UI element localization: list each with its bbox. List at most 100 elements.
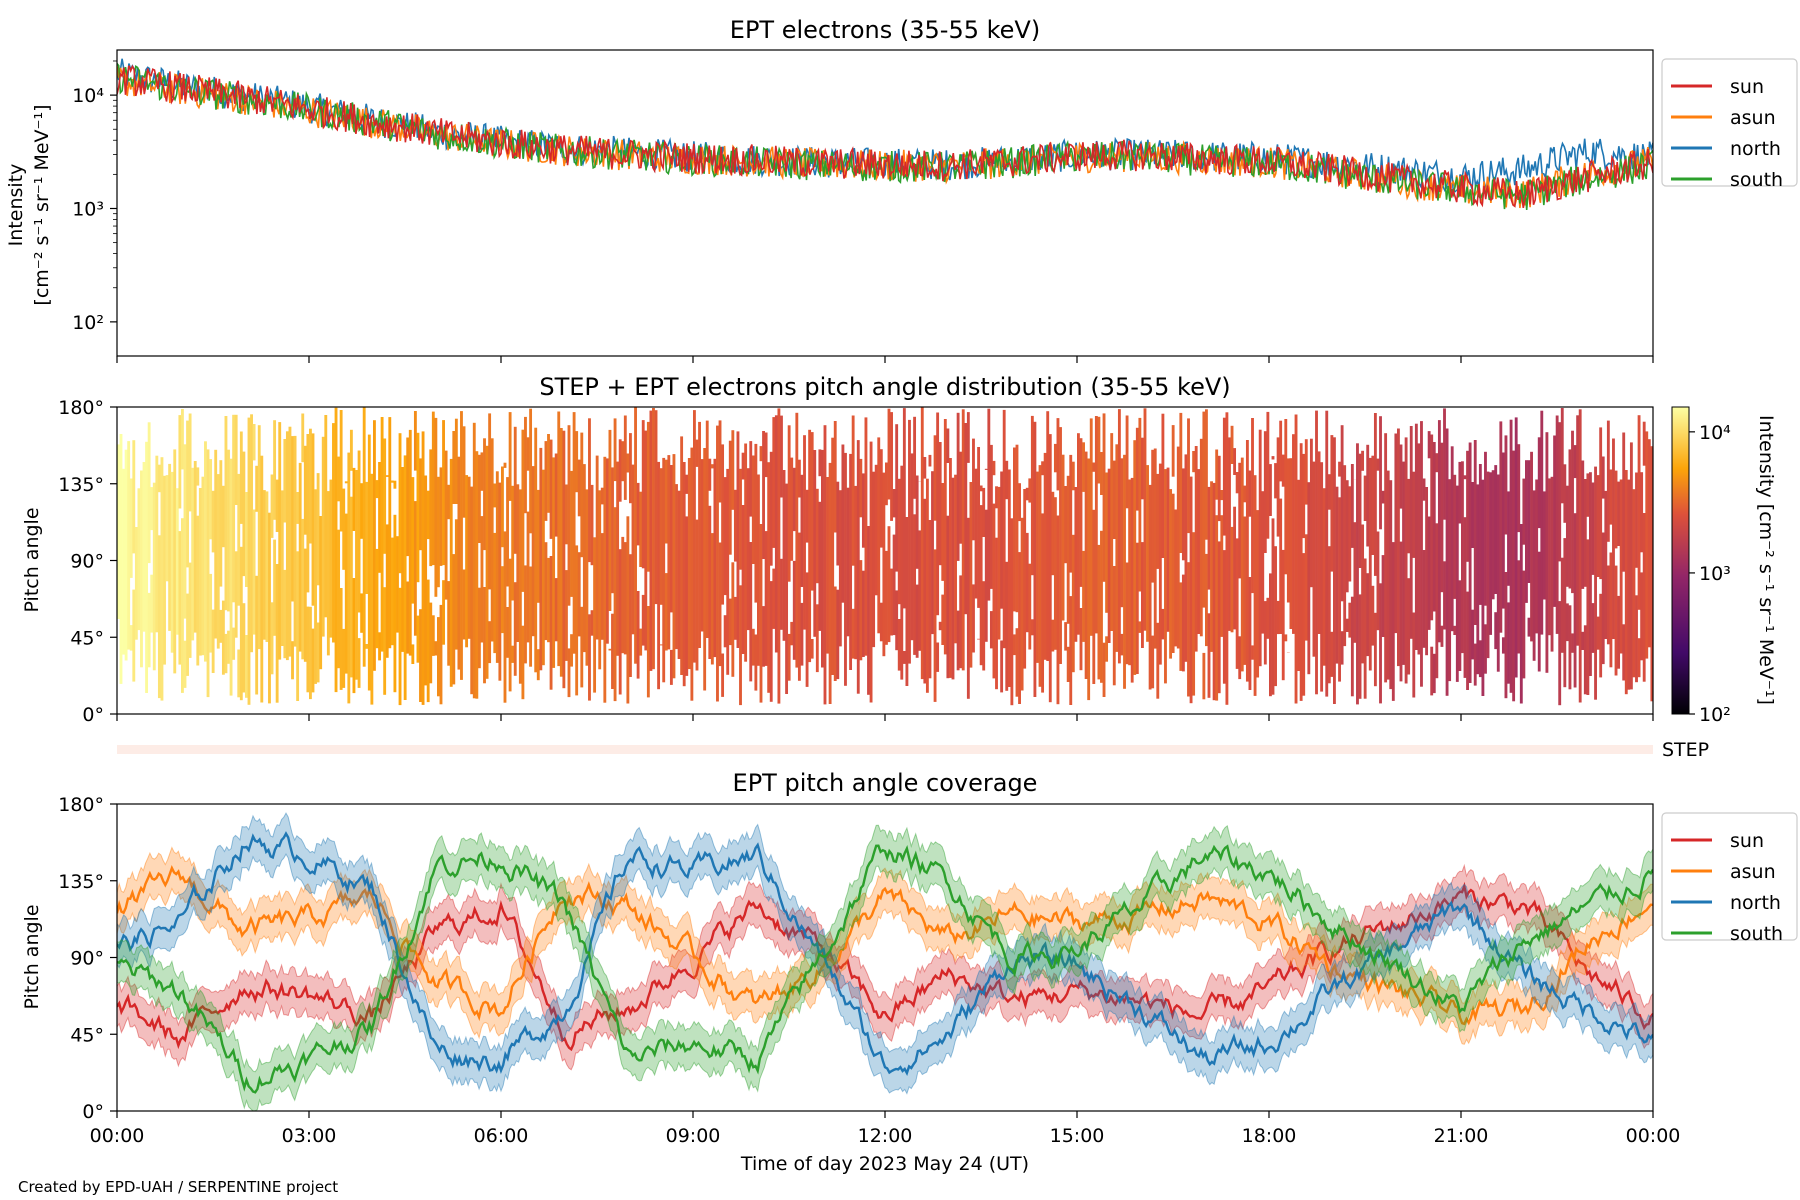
pad-heatmap-cell — [1399, 444, 1403, 509]
pad-heatmap-cell — [1279, 498, 1283, 634]
pad-heatmap-cell — [1025, 487, 1029, 501]
pad-heatmap-cell — [1650, 446, 1653, 702]
pad-heatmap-cell — [490, 438, 494, 642]
pad-heatmap-cell — [890, 412, 893, 521]
pad-heatmap-cell — [925, 478, 929, 693]
pad-heatmap-cell — [608, 429, 612, 611]
pad-heatmap-cell — [1007, 469, 1011, 687]
pad-heatmap-cell — [1141, 542, 1144, 648]
pad-heatmap-cell — [595, 455, 599, 640]
pad-heatmap-cell — [923, 457, 927, 479]
pad-heatmap-cell — [483, 587, 486, 684]
pad-heatmap-cell — [989, 444, 993, 589]
pad-heatmap-cell — [1548, 478, 1551, 636]
pad-heatmap-cell — [1389, 480, 1393, 690]
pad-heatmap-cell — [1107, 468, 1111, 643]
pad-heatmap-cell — [311, 433, 315, 606]
coverage-ylabel: Pitch angle — [21, 904, 43, 1009]
pad-heatmap-cell — [1233, 506, 1237, 630]
pad-heatmap-cell — [1422, 550, 1426, 648]
pad-heatmap-cell — [529, 408, 533, 534]
pad-heatmap-cell — [291, 641, 294, 680]
pad-heatmap-cell — [1338, 461, 1341, 477]
pad-heatmap-cell — [1443, 408, 1446, 520]
pad-heatmap-cell — [1571, 633, 1574, 653]
pad-heatmap-cell — [362, 407, 366, 667]
pad-heatmap-cell — [1217, 541, 1221, 694]
pad-heatmap-cell — [1345, 618, 1349, 632]
pad-heatmap-cell — [1340, 631, 1344, 665]
coverage-xtick-label: 12:00 — [858, 1125, 913, 1147]
pad-heatmap-cell — [1064, 486, 1068, 564]
pad-heatmap-cell — [498, 482, 502, 681]
pad-heatmap-cell — [1573, 445, 1577, 479]
pad-heatmap-cell — [1565, 485, 1569, 587]
pad-heatmap-cell — [1125, 415, 1129, 509]
pad-heatmap-cell — [531, 466, 535, 637]
pad-heatmap-cell — [1135, 542, 1139, 674]
pad-heatmap-cell — [726, 468, 730, 675]
pad-heatmap-cell — [1061, 454, 1065, 621]
pad-heatmap-cell — [1115, 444, 1119, 652]
pad-heatmap-cell — [1092, 462, 1096, 472]
pad-heatmap-cell — [1440, 442, 1444, 593]
pad-heatmap-cell — [1640, 472, 1644, 553]
pad-heatmap-cell — [1581, 460, 1585, 589]
pad-heatmap-cell — [984, 468, 988, 470]
pad-heatmap-cell — [122, 468, 125, 655]
coverage-xtick-label: 00:00 — [90, 1125, 145, 1147]
pad-heatmap-cell — [337, 456, 341, 502]
pad-heatmap-cell — [1189, 476, 1193, 704]
pad-heatmap-cell — [521, 429, 525, 592]
pad-heatmap-cell — [823, 425, 827, 705]
pad-heatmap-cell — [1089, 418, 1093, 636]
pad-heatmap-cell — [1207, 486, 1211, 590]
pad-heatmap-cell — [1174, 509, 1178, 647]
pad-heatmap-cell — [762, 431, 765, 559]
pad-heatmap-cell — [1558, 422, 1562, 562]
pad-heatmap-cell — [562, 430, 566, 689]
pad-heatmap-cell — [1166, 467, 1170, 632]
pad-heatmap-cell — [544, 542, 548, 641]
pad-heatmap-cell — [250, 414, 253, 653]
pad-heatmap-cell — [186, 593, 189, 676]
pad-heatmap-cell — [170, 471, 174, 653]
pad-heatmap-cell — [575, 545, 579, 696]
pad-heatmap-cell — [797, 532, 801, 681]
pad-heatmap-cell — [206, 449, 210, 698]
pad-heatmap-cell — [434, 417, 438, 597]
pad-heatmap-cell — [977, 638, 981, 640]
coverage-xtick-label: 06:00 — [474, 1125, 529, 1147]
pad-heatmap-cell — [836, 481, 840, 566]
pad-heatmap-cell — [411, 644, 415, 664]
pad-heatmap-cell — [1015, 628, 1019, 697]
pad-heatmap-cell — [401, 467, 405, 652]
pad-heatmap-cell — [196, 515, 200, 666]
pad-heatmap-cell — [1261, 491, 1265, 634]
pad-heatmap-cell — [611, 467, 614, 594]
pad-heatmap-cell — [851, 608, 855, 659]
pad-heatmap-cell — [1176, 446, 1180, 649]
pad-heatmap-cell — [1596, 475, 1600, 577]
pad-heatmap-cell — [375, 548, 379, 649]
pad-heatmap-cell — [1066, 475, 1070, 624]
pad-heatmap-cell — [1350, 464, 1354, 548]
pad-heatmap-cell — [792, 467, 796, 532]
pad-heatmap-cell — [413, 501, 417, 636]
pad-heatmap-cell — [577, 459, 581, 517]
pad-heatmap-cell — [1212, 482, 1216, 701]
pad-heatmap-cell — [739, 468, 742, 570]
pad-heatmap-cell — [1361, 524, 1365, 664]
pad-heatmap-cell — [534, 427, 538, 673]
pad-heatmap-cell — [1591, 603, 1595, 653]
pad-heatmap-cell — [1637, 415, 1641, 610]
pad-heatmap-cell — [731, 430, 735, 510]
pad-heatmap-cell — [529, 566, 533, 667]
pad-heatmap-cell — [1028, 563, 1032, 650]
pad-heatmap-cell — [590, 610, 594, 636]
pad-heatmap-cell — [1373, 413, 1377, 576]
pad-heatmap-cell — [536, 489, 540, 603]
pad-heatmap-cell — [337, 529, 341, 669]
pad-heatmap-cell — [1509, 419, 1513, 693]
